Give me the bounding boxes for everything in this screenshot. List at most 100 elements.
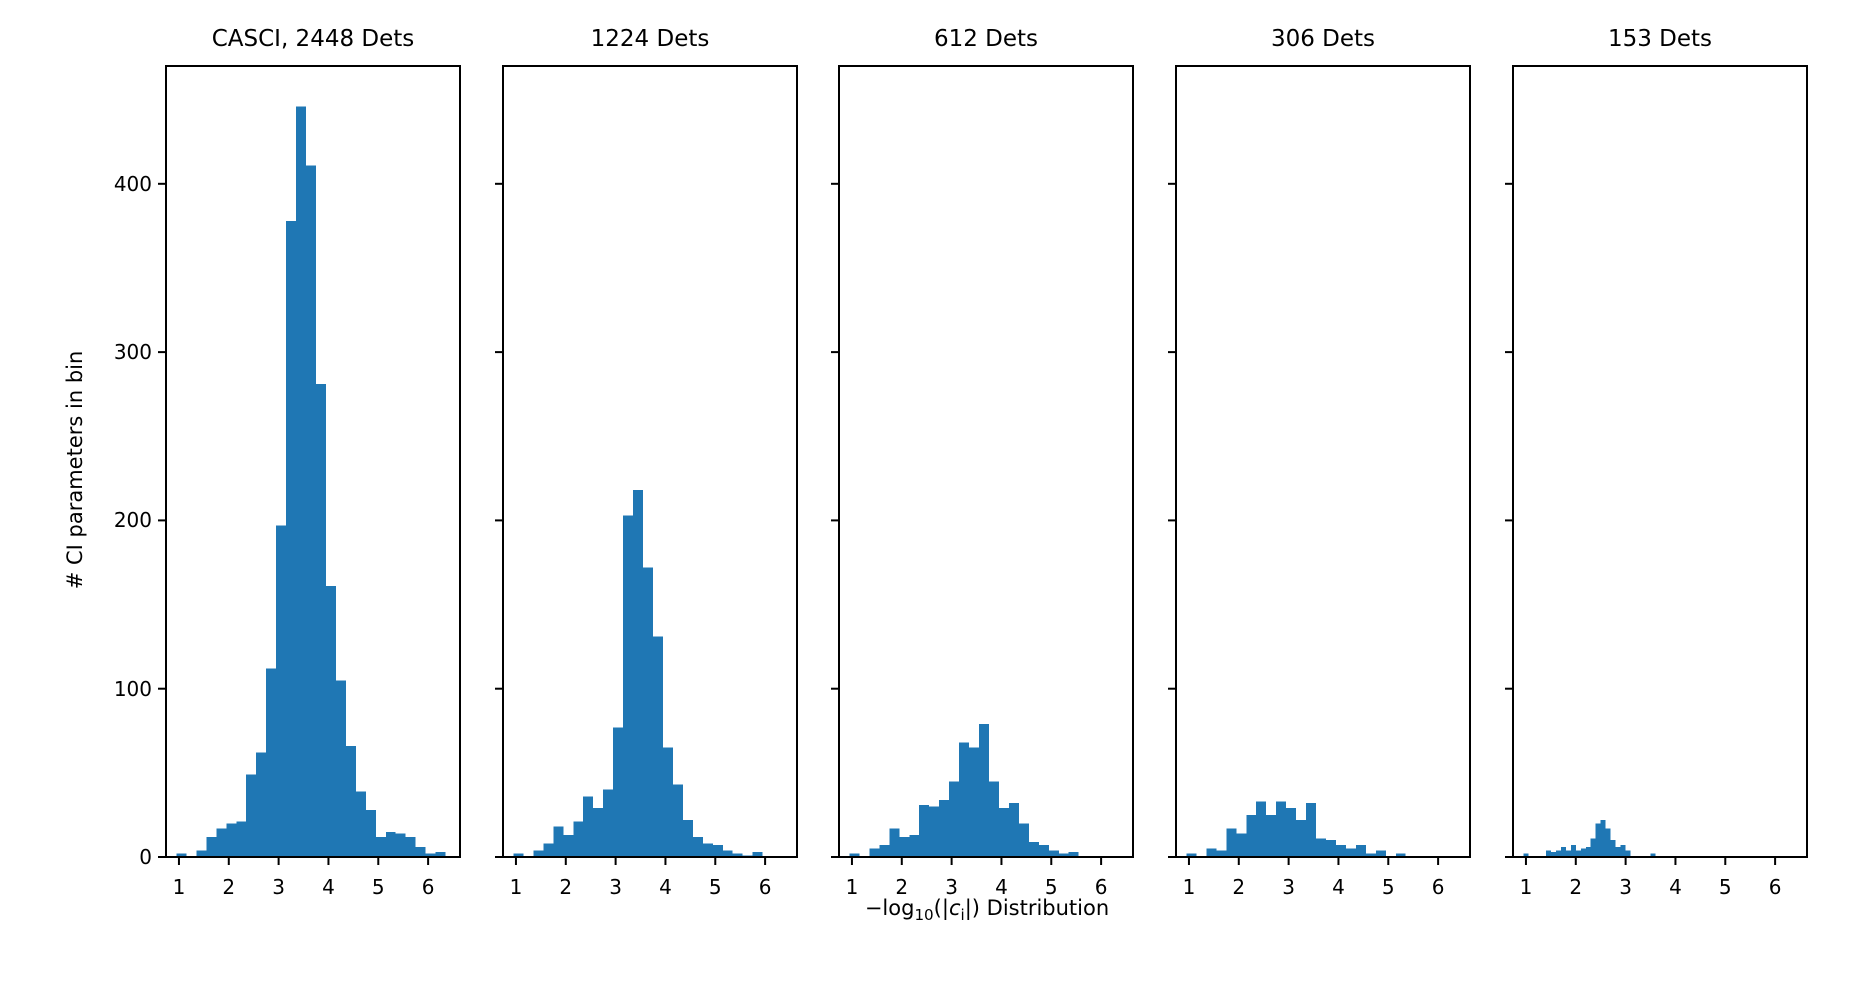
histogram-bar: [1625, 850, 1631, 857]
x-tick-label: 1: [1520, 875, 1533, 899]
y-tick-label: 100: [113, 676, 152, 701]
x-tick-label: 3: [945, 875, 958, 899]
histogram-bar: [909, 835, 920, 857]
histogram-bar: [286, 220, 297, 857]
histogram-bar: [1560, 846, 1566, 857]
histogram-bar: [226, 823, 237, 857]
histogram-bar: [553, 826, 564, 857]
histogram-plot-casci-2448: 1 2 3 4 5 6: [158, 65, 461, 899]
histogram-bar: [1048, 850, 1059, 857]
y-tick-label: 400: [113, 171, 152, 196]
histogram-bar: [1620, 845, 1626, 857]
xlabel-open-group: (|: [933, 896, 949, 920]
histogram-bar: [355, 791, 366, 857]
histogram-bar: [929, 806, 940, 857]
histogram-bar: [1395, 853, 1406, 857]
histogram-bar: [1246, 814, 1257, 857]
x-tick-label: 5: [709, 875, 722, 899]
histogram-bar: [1565, 850, 1571, 857]
histogram-bar: [405, 836, 416, 857]
x-tick-label: 6: [422, 875, 435, 899]
histogram-bar: [315, 384, 326, 857]
histogram-plot-1224: 1 2 3 4 5 6: [495, 65, 798, 899]
histogram-bar: [732, 853, 743, 857]
histogram-bar: [1600, 819, 1606, 857]
histogram-bar: [672, 784, 683, 857]
histogram-bar: [415, 846, 426, 857]
axes-spines: [502, 65, 798, 858]
histogram-bar: [1345, 848, 1356, 857]
histogram-bar: [1028, 841, 1039, 857]
axes-spines: [1512, 65, 1808, 858]
histogram-bar: [1186, 853, 1197, 857]
histogram-bar: [998, 808, 1009, 857]
y-tick-label: 0: [139, 845, 152, 869]
histogram-plot-153: 1 2 3 4 5 6: [1505, 65, 1808, 899]
x-tick-label: 2: [895, 875, 908, 899]
histogram-bar: [1650, 853, 1656, 857]
x-tick-label: 1: [846, 875, 859, 899]
x-tick-label: 2: [222, 875, 235, 899]
subplot-title-casci-2448: CASCI, 2448 Dets: [211, 26, 415, 52]
histogram-bar: [1236, 833, 1247, 857]
x-tick-label: 3: [272, 875, 285, 899]
xlabel-neg-log: −log: [864, 896, 915, 920]
histogram-bar: [692, 836, 703, 857]
x-tick-label: 5: [1719, 875, 1732, 899]
histogram-bar: [603, 789, 614, 857]
histogram-bar: [365, 809, 376, 857]
axes-spines: [838, 65, 1134, 858]
histogram-bar: [325, 586, 336, 857]
histogram-bar: [643, 567, 653, 857]
histogram-bar: [1335, 845, 1346, 857]
histogram-bar: [435, 851, 446, 857]
x-tick-label: 4: [995, 875, 1008, 899]
histogram-bar: [752, 851, 763, 857]
histogram-bar: [1365, 853, 1376, 857]
histogram-bar: [563, 835, 574, 857]
histogram-bar: [375, 836, 386, 857]
histogram-bar: [266, 668, 277, 857]
histogram-bar: [1555, 850, 1561, 857]
histogram-bar: [196, 850, 207, 857]
histogram-bar: [712, 845, 723, 857]
histogram-bar: [1018, 823, 1029, 857]
x-tick-label: 5: [372, 875, 385, 899]
histogram-bar: [296, 106, 307, 857]
x-tick-label: 4: [322, 875, 335, 899]
histogram-bar: [919, 804, 930, 857]
histogram-bar: [533, 850, 544, 857]
histogram-bar: [1375, 850, 1386, 857]
histogram-bar: [1580, 848, 1586, 857]
histogram-bar: [1355, 845, 1366, 857]
histogram-bar: [682, 819, 693, 857]
histogram-bar: [1206, 848, 1217, 857]
histogram-bar: [1316, 838, 1326, 857]
histogram-bar: [1615, 846, 1621, 857]
xlabel-variable-subscript: i: [960, 906, 965, 925]
subplot-title-306: 306 Dets: [1270, 26, 1376, 52]
histogram-bar: [1575, 850, 1581, 857]
histogram-bar: [1590, 838, 1596, 857]
x-tick-label: 5: [1045, 875, 1058, 899]
histogram-bar: [176, 853, 187, 857]
histogram-bar: [879, 845, 890, 857]
histogram-bar: [1570, 845, 1576, 857]
histogram-bar: [722, 850, 733, 857]
x-tick-label: 2: [1232, 875, 1245, 899]
histogram-bar: [216, 828, 227, 857]
x-tick-label: 4: [1669, 875, 1682, 899]
histogram-bar: [335, 680, 346, 857]
histogram-bar: [395, 833, 406, 857]
histogram-bar: [969, 747, 980, 857]
histogram-plot-612: 1 2 3 4 5 6: [831, 65, 1134, 899]
histogram-bar: [889, 828, 900, 857]
histogram-bar: [652, 636, 663, 857]
histogram-bar: [425, 853, 436, 857]
histogram-bar: [513, 853, 524, 857]
histogram-bar: [385, 831, 396, 857]
histogram-bar: [949, 781, 960, 857]
x-tick-label: 4: [659, 875, 672, 899]
histogram-bar: [613, 727, 624, 857]
histogram-bar: [1610, 840, 1616, 857]
